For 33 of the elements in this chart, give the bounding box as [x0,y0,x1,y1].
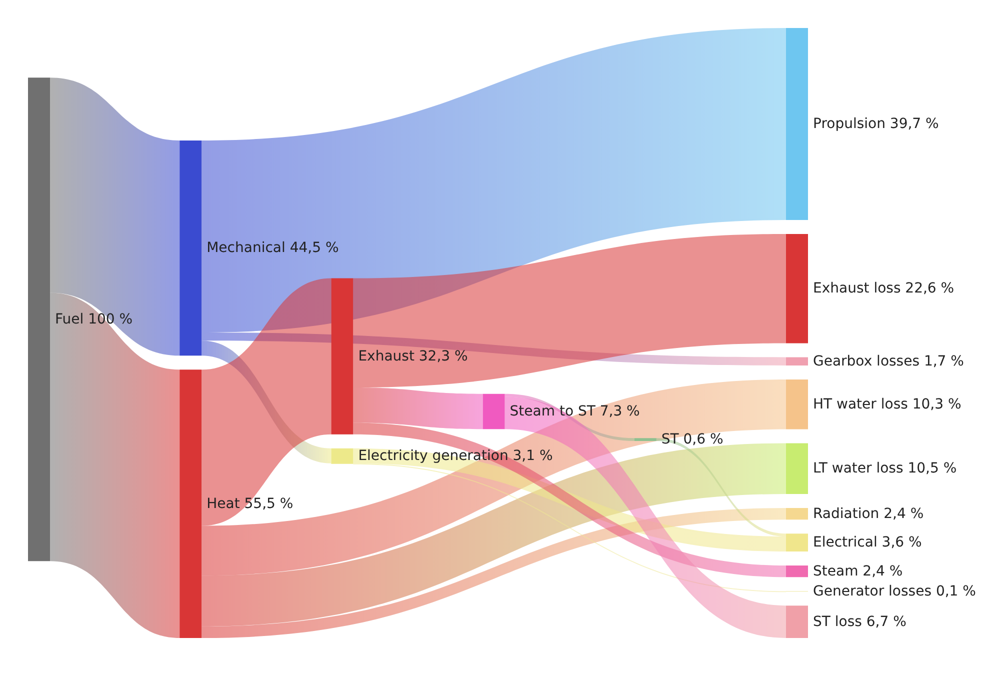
category-label: HT water loss [813,396,908,412]
data-label: 22,6 % [905,280,954,297]
category-label: Propulsion [813,116,886,132]
data-label: 3,1 % [512,448,553,464]
category-label: Gearbox losses [813,353,920,370]
data-label: 44,5 % [290,240,339,256]
data-label: 32,3 % [418,348,468,364]
data-label: 10,5 % [908,460,957,477]
data-label: 100 % [88,311,133,328]
category-label: Mechanical [206,240,286,256]
category-label: Generator losses [813,583,932,600]
category-label: Radiation [813,506,880,522]
data-label: 39,7 % [890,116,939,132]
category-label: Steam [813,563,858,580]
data-label: 55,5 % [244,496,294,512]
data-label: 7,3 % [600,403,640,420]
category-label: ST [661,432,680,448]
data-label: 3,6 % [882,534,922,551]
data-label: 10,3 % [912,396,962,412]
data-label: 0,6 % [683,432,724,448]
category-label: Fuel [55,311,84,328]
category-label: Exhaust loss [813,280,901,297]
data-label: 0,1 % [936,583,976,600]
category-label: Exhaust [358,348,415,364]
data-label: 6,7 % [866,614,906,630]
category-label: Heat [206,496,240,512]
data-label: 2,4 % [862,563,903,580]
category-label: Steam to ST [510,403,596,420]
category-label: ST loss [813,614,862,630]
data-label: 2,4 % [884,506,924,522]
category-label: Electrical [813,534,878,551]
data-label: 1,7 % [924,353,964,370]
category-label: LT water loss [813,460,904,477]
